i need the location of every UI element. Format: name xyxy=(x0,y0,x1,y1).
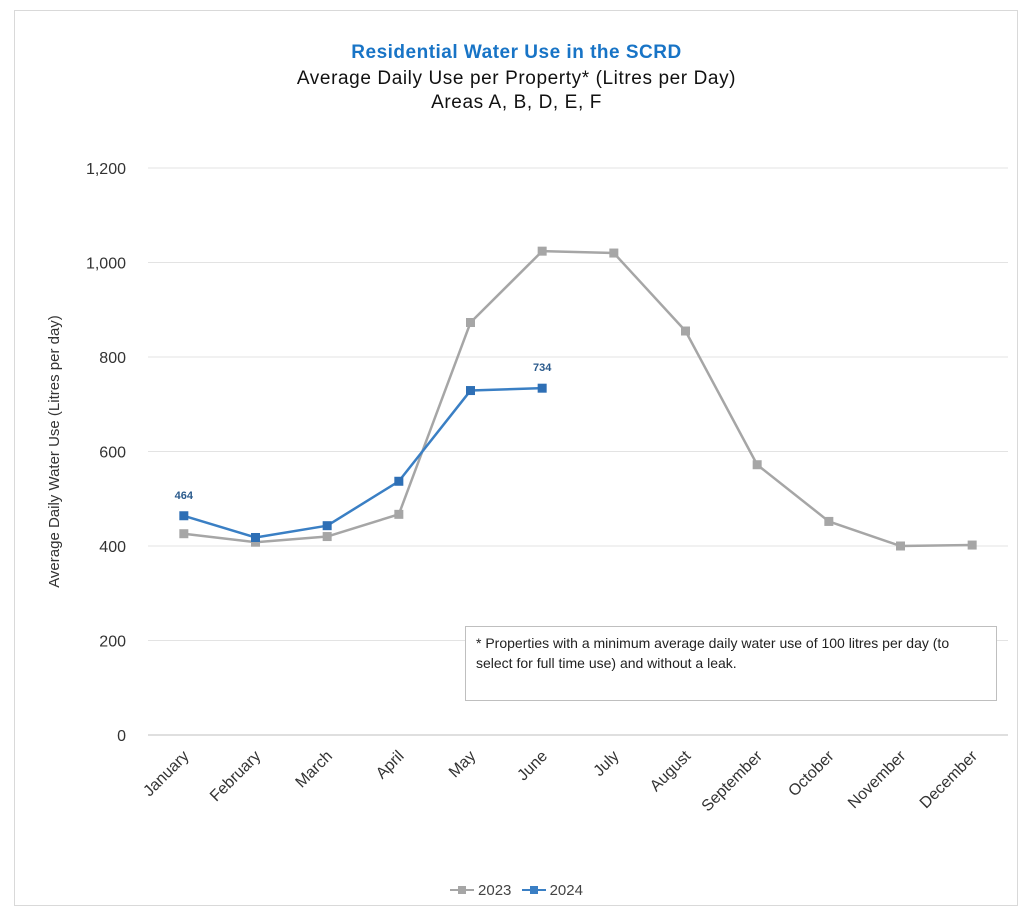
data-point-2024 xyxy=(251,532,260,542)
y-axis-title: Average Daily Water Use (Litres per day) xyxy=(46,315,63,588)
x-tick-label: April xyxy=(373,748,408,783)
x-tick-label: February xyxy=(207,748,264,805)
data-point-2023 xyxy=(609,248,619,258)
y-tick-label: 1,200 xyxy=(86,161,126,178)
legend-item-2024: 2024 xyxy=(521,881,583,899)
data-point-2023 xyxy=(681,326,690,336)
series-line-2024 xyxy=(183,386,543,539)
data-point-2023 xyxy=(967,540,977,550)
x-tick-label: August xyxy=(647,747,695,795)
x-tick-label: June xyxy=(514,748,551,785)
data-point-2023 xyxy=(466,318,475,328)
legend-item-2023: 2023 xyxy=(450,882,511,899)
y-tick-label: 400 xyxy=(99,539,126,556)
data-point-2024 xyxy=(322,521,332,531)
series-line-2023 xyxy=(183,249,973,548)
y-tick-label: 1,000 xyxy=(86,256,126,273)
data-point-2023 xyxy=(896,541,905,551)
chart-title: Residential Water Use in the SCRD xyxy=(351,42,682,63)
data-point-2024 xyxy=(466,386,475,396)
data-point-2024 xyxy=(537,383,547,393)
legend-label-2023: 2023 xyxy=(478,881,512,899)
legend-label-2024: 2024 xyxy=(549,881,583,899)
data-point-2023 xyxy=(394,509,404,519)
data-point-2023 xyxy=(537,246,547,256)
data-point-2023 xyxy=(251,537,260,547)
footnote-box: * Properties with a minimum average dail… xyxy=(465,626,997,701)
y-tick-label: 200 xyxy=(99,634,126,651)
legend-swatch-2024 xyxy=(521,886,546,894)
chart-subtitle: Average Daily Use per Property* (Litres … xyxy=(296,68,737,89)
chart-subtitle-areas: Areas A, B, D, E, F xyxy=(431,92,602,113)
x-tick-label: May xyxy=(446,748,479,781)
x-tick-label: December xyxy=(917,747,982,812)
x-tick-label: September xyxy=(699,747,767,815)
x-tick-label: March xyxy=(293,748,336,791)
data-point-2024 xyxy=(394,476,404,486)
y-tick-label: 800 xyxy=(99,350,126,367)
legend: 2023 2024 xyxy=(0,878,1033,899)
x-tick-label: October xyxy=(785,747,838,800)
legend-swatch-2023 xyxy=(450,886,475,894)
data-point-2023 xyxy=(824,516,834,526)
data-point-2023 xyxy=(322,532,332,542)
y-tick-label: 0 xyxy=(117,728,126,745)
data-point-2023 xyxy=(179,529,189,539)
data-point-2023 xyxy=(752,460,762,470)
data-label: 734 xyxy=(533,362,552,374)
x-tick-label: July xyxy=(591,748,623,780)
data-point-2024 xyxy=(179,511,189,521)
data-label: 464 xyxy=(175,490,194,502)
x-tick-label: January xyxy=(140,748,192,800)
chart-frame xyxy=(14,10,1018,906)
x-tick-label: November xyxy=(845,747,910,812)
y-tick-label: 600 xyxy=(99,445,126,462)
